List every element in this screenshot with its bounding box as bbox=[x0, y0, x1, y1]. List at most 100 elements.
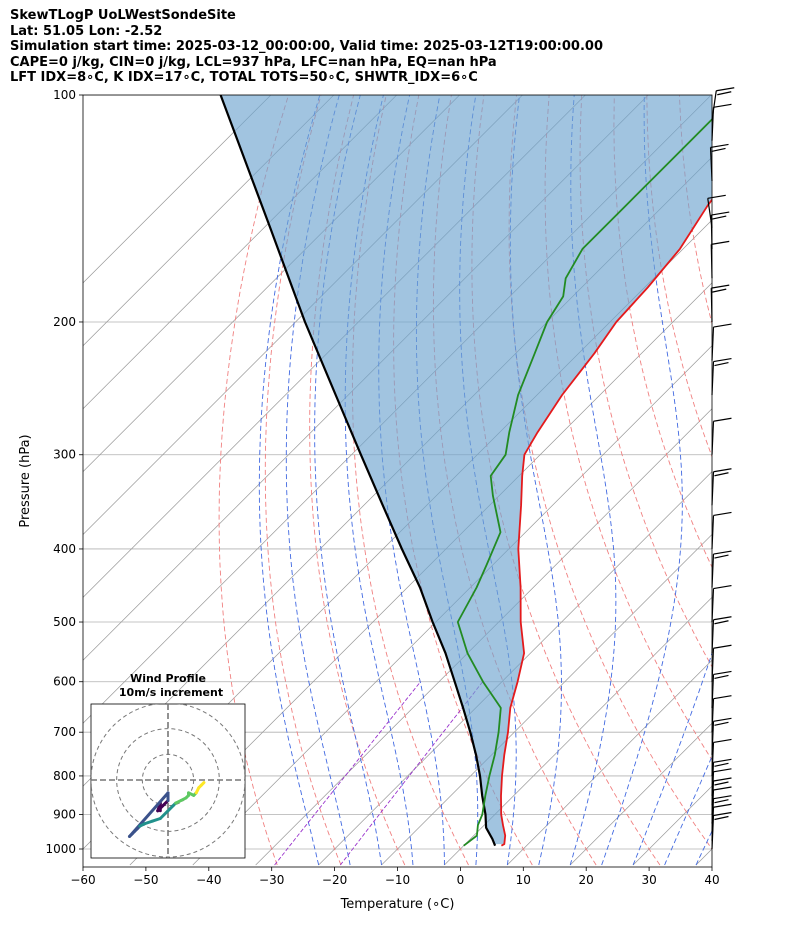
wind-barb bbox=[711, 670, 732, 708]
barb-flag bbox=[714, 361, 729, 367]
barb-staff bbox=[707, 198, 713, 228]
dry-adiabat bbox=[745, 95, 794, 865]
wind-barb bbox=[710, 284, 730, 322]
barb-flag bbox=[713, 584, 732, 590]
barb-flag bbox=[710, 143, 729, 149]
barb-flag bbox=[713, 786, 732, 791]
barb-flag bbox=[716, 87, 735, 92]
parcel-profile-line bbox=[219, 95, 497, 847]
wind-barb bbox=[711, 758, 732, 796]
y-axis-label: Pressure (hPa) bbox=[18, 434, 33, 527]
dry-adiabat bbox=[351, 95, 469, 866]
barb-staff bbox=[711, 619, 715, 654]
x-tick-label: 0 bbox=[457, 873, 465, 887]
y-tick-label: 300 bbox=[53, 448, 76, 462]
barb-flag bbox=[711, 240, 730, 245]
x-tick-label: −10 bbox=[385, 873, 410, 887]
barb-flag bbox=[713, 777, 732, 782]
barb-staff bbox=[711, 421, 715, 455]
y-tick-label: 500 bbox=[53, 615, 76, 629]
isotherm bbox=[381, 534, 712, 866]
wind-barb bbox=[707, 194, 726, 228]
moist-adiabat bbox=[695, 830, 712, 866]
dry-adiabat bbox=[218, 95, 289, 866]
dry-adiabat bbox=[579, 95, 712, 668]
temperature-profile-line bbox=[500, 198, 712, 847]
x-tick-label: −30 bbox=[259, 873, 284, 887]
barb-flag bbox=[714, 815, 729, 821]
barb-staff bbox=[711, 327, 715, 361]
hodograph-subtitle: 10m/s increment bbox=[119, 686, 223, 699]
barb-flag bbox=[711, 147, 726, 153]
wind-barb bbox=[710, 240, 730, 279]
moist-adiabat bbox=[632, 651, 712, 866]
barb-flag bbox=[713, 468, 732, 473]
barb-flag bbox=[713, 717, 732, 722]
x-tick-label: 40 bbox=[704, 873, 719, 887]
moist-adiabat bbox=[258, 95, 321, 866]
wind-barb bbox=[709, 143, 729, 181]
wind-barb bbox=[711, 738, 732, 776]
wind-barb bbox=[711, 803, 732, 841]
barb-staff bbox=[709, 147, 713, 181]
barb-staff bbox=[711, 471, 715, 506]
barb-flag bbox=[713, 103, 732, 108]
chart-header: SkewTLogP UoLWestSondeSite Lat: 51.05 Lo… bbox=[10, 8, 603, 86]
barb-flag bbox=[713, 511, 732, 517]
wind-barb bbox=[711, 584, 732, 623]
y-tick-label: 400 bbox=[53, 542, 76, 556]
barb-flag bbox=[713, 323, 732, 328]
mixing-ratio-line bbox=[274, 681, 421, 866]
moist-adiabat bbox=[601, 95, 683, 866]
dry-adiabat bbox=[646, 95, 712, 458]
barb-flag bbox=[713, 758, 732, 763]
wind-barb bbox=[711, 417, 732, 455]
cin-shading bbox=[220, 95, 712, 845]
moist-adiabat bbox=[664, 755, 712, 866]
barb-flag bbox=[713, 803, 732, 808]
x-tick-label: 30 bbox=[641, 873, 656, 887]
axes: −60 −50 −40 −30 −20 −10 0 10 20 30 40 1000 900 800 700… bbox=[18, 88, 720, 912]
isotherm bbox=[83, 95, 272, 284]
barb-staff bbox=[711, 361, 715, 396]
isotherm bbox=[569, 722, 712, 866]
barb-flag bbox=[713, 357, 732, 363]
wind-barb bbox=[711, 695, 732, 733]
barb-flag bbox=[712, 288, 727, 293]
x-tick-label: −40 bbox=[196, 873, 221, 887]
barb-staff bbox=[711, 90, 717, 121]
indices-line: LFT IDX=8∘C, K IDX=17∘C, TOTAL TOTS=50∘C… bbox=[10, 70, 478, 86]
moist-adiabat bbox=[569, 95, 617, 866]
barb-staff bbox=[711, 515, 715, 549]
wind-barb bbox=[711, 511, 732, 549]
barb-flag bbox=[714, 620, 729, 625]
barb-staff bbox=[711, 588, 715, 623]
y-tick-label: 700 bbox=[53, 725, 76, 739]
moist-adiabat bbox=[285, 95, 351, 866]
barb-flag bbox=[714, 781, 729, 786]
barb-flag bbox=[713, 550, 732, 555]
wind-barb bbox=[711, 616, 732, 654]
dry-adiabat bbox=[711, 95, 712, 101]
barb-staff bbox=[711, 674, 715, 708]
wind-barb bbox=[711, 550, 732, 588]
isotherm bbox=[255, 408, 712, 866]
hodograph-trace bbox=[158, 809, 170, 820]
barb-staff bbox=[711, 721, 715, 755]
barb-flag bbox=[713, 616, 732, 621]
cape-line: CAPE=0 j/kg, CIN=0 j/kg, LCL=937 hPa, LF… bbox=[10, 54, 497, 70]
barb-flag bbox=[713, 738, 732, 744]
isotherm bbox=[318, 471, 712, 866]
dewpoint-profile-line bbox=[456, 118, 712, 847]
hodograph-trace bbox=[199, 781, 206, 787]
barb-staff bbox=[711, 742, 715, 776]
station-title: SkewTLogP UoLWestSondeSite bbox=[10, 8, 236, 23]
y-tick-label: 900 bbox=[53, 807, 76, 821]
isotherm bbox=[83, 95, 335, 347]
barb-flag bbox=[714, 799, 729, 804]
barb-flag bbox=[713, 695, 732, 700]
barb-staff bbox=[710, 244, 713, 279]
wind-barb bbox=[711, 644, 732, 682]
